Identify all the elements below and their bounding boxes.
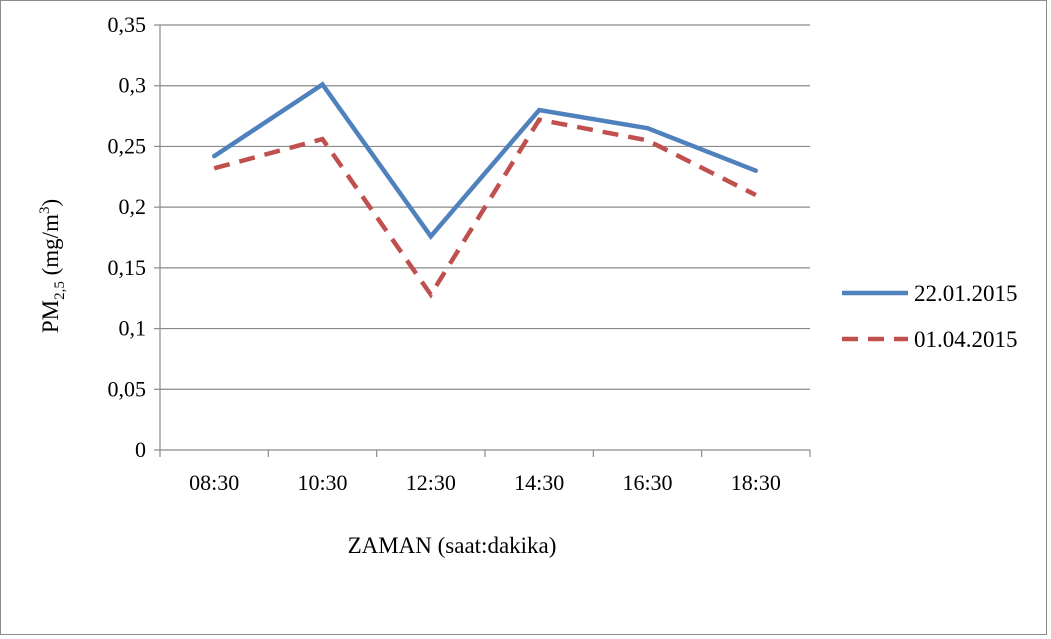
x-tick-label: 14:30	[514, 470, 564, 495]
x-tick-label: 08:30	[189, 470, 239, 495]
x-tick-label: 16:30	[622, 470, 672, 495]
y-tick-label: 0,05	[108, 376, 147, 401]
y-tick-label: 0,15	[108, 255, 147, 280]
x-tick-label: 10:30	[297, 470, 347, 495]
axes: 0 0,05 0,1 0,15 0,2 0,25 0,3 0,35 08:30 10:30 12:3…	[108, 12, 811, 495]
legend-label-2: 01.04.2015	[914, 327, 1018, 352]
y-tick-label: 0,2	[119, 194, 147, 219]
y-axis-title-prefix: PM	[38, 300, 63, 333]
series-line-2	[213, 117, 757, 299]
legend: 22.01.2015 01.04.2015	[842, 281, 1018, 352]
y-axis-title-close: )	[38, 199, 63, 207]
y-axis-title-unit: (mg/m	[38, 214, 63, 281]
legend-label-1: 22.01.2015	[914, 281, 1018, 306]
y-tick-label: 0,3	[119, 73, 147, 98]
grid-layer	[160, 24, 810, 390]
x-axis-title: ZAMAN (saat:dakika)	[348, 533, 557, 558]
y-axis-title-subscript: 2,5	[52, 281, 68, 300]
y-axis-title-superscript: 3	[37, 207, 53, 215]
y-tick-label: 0	[135, 437, 146, 462]
series-layer	[211, 81, 759, 299]
y-tick-label: 0,25	[108, 133, 147, 158]
x-tick-label: 18:30	[731, 470, 781, 495]
x-tick-label: 12:30	[406, 470, 456, 495]
y-tick-label: 0,1	[119, 316, 147, 341]
y-axis-title: PM2,5 (mg/m3)	[37, 199, 68, 333]
y-tick-label: 0,35	[108, 12, 147, 37]
series-line-1	[211, 81, 759, 240]
